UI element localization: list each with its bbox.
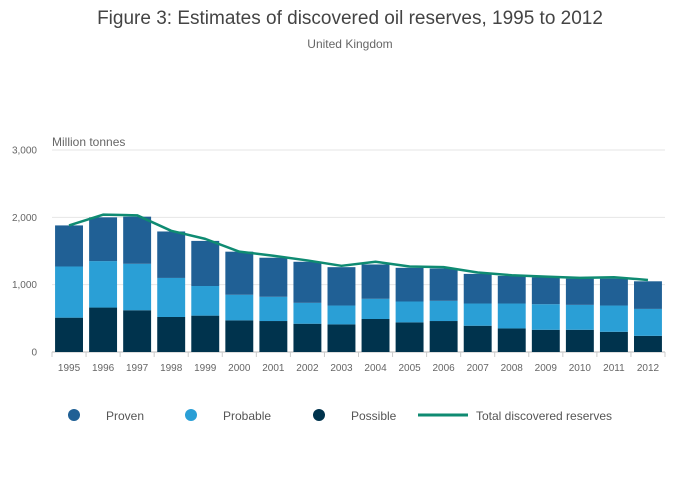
bar-proven-1998 [157, 231, 186, 278]
legend-label: Total discovered reserves [476, 409, 612, 423]
bar-probable-1996 [89, 261, 118, 308]
bar-possible-2012 [634, 335, 662, 352]
bar-probable-2009 [531, 304, 560, 330]
bar-probable-2010 [565, 304, 594, 330]
bar-proven-2012 [634, 281, 662, 309]
x-tick-label: 2002 [296, 363, 319, 374]
bars-group [55, 216, 662, 352]
x-tick-label: 1995 [58, 363, 81, 374]
x-tick-label: 2009 [535, 363, 558, 374]
x-tick-label: 2000 [228, 363, 251, 374]
x-tick-label: 2012 [637, 363, 660, 374]
bar-possible-2009 [531, 329, 560, 352]
bar-probable-2012 [634, 308, 662, 336]
x-tick-label: 2003 [330, 363, 353, 374]
bar-proven-1999 [191, 240, 220, 287]
bar-probable-2011 [599, 305, 628, 332]
bar-possible-2008 [497, 328, 526, 352]
bar-probable-2007 [463, 303, 492, 326]
legend: Proven Probable Possible Total discovered r… [68, 409, 612, 423]
x-tick-label: 2007 [467, 363, 490, 374]
bar-proven-2004 [361, 264, 390, 299]
bar-proven-1995 [55, 225, 83, 267]
bar-proven-2001 [259, 257, 288, 297]
x-tick-label: 1997 [126, 363, 149, 374]
bar-possible-2003 [327, 324, 356, 352]
legend-label: Possible [351, 409, 397, 423]
bar-possible-2011 [599, 331, 628, 352]
x-tick-label: 1996 [92, 363, 115, 374]
bar-proven-2009 [531, 277, 560, 305]
total-line-group [68, 213, 649, 282]
bar-proven-2000 [225, 251, 254, 295]
bar-probable-2003 [327, 305, 356, 325]
total-reserves-line [68, 213, 649, 282]
bar-possible-1997 [123, 310, 152, 352]
bar-possible-2000 [225, 320, 254, 352]
bar-proven-2003 [327, 267, 356, 306]
y-tick-label: 1,000 [12, 280, 37, 291]
bar-proven-2011 [599, 278, 628, 306]
chart-subtitle: United Kingdom [307, 37, 393, 51]
x-tick-label: 2005 [398, 363, 421, 374]
bar-probable-2002 [293, 302, 322, 324]
bar-possible-1999 [191, 315, 220, 352]
y-axis-label: Million tonnes [52, 135, 125, 149]
bar-probable-2004 [361, 298, 390, 320]
bar-possible-2010 [565, 329, 594, 352]
bar-probable-1997 [123, 263, 152, 311]
legend-swatch-proven [68, 409, 80, 421]
bar-possible-2004 [361, 319, 390, 352]
bar-proven-2007 [463, 273, 492, 304]
bar-probable-2001 [259, 296, 288, 322]
bar-possible-1998 [157, 316, 186, 352]
bar-possible-2005 [395, 322, 424, 352]
legend-label: Proven [106, 409, 144, 423]
x-tick-label: 1999 [194, 363, 217, 374]
legend-label: Probable [223, 409, 271, 423]
bar-possible-2007 [463, 325, 492, 352]
bar-possible-1995 [55, 317, 83, 352]
bar-proven-2005 [395, 267, 424, 302]
chart-title: Figure 3: Estimates of discovered oil re… [97, 8, 603, 29]
x-tick-label: 2008 [501, 363, 524, 374]
x-tick-label: 2004 [364, 363, 387, 374]
bar-possible-2001 [259, 321, 288, 352]
legend-swatch-probable [185, 409, 197, 421]
x-tick-label: 2006 [433, 363, 456, 374]
bar-possible-1996 [89, 307, 118, 352]
bar-proven-2008 [497, 275, 526, 304]
bar-proven-2006 [429, 268, 458, 301]
bar-probable-2006 [429, 300, 458, 322]
bar-probable-2000 [225, 294, 254, 321]
x-tick-label: 2010 [569, 363, 592, 374]
bar-proven-1997 [123, 216, 152, 264]
bar-possible-2002 [293, 323, 322, 352]
bar-probable-1998 [157, 277, 186, 317]
axes-group: 0 1,000 2,000 3,000 1995 1996 1997 1998 1999 2000… [12, 146, 666, 374]
bar-proven-1996 [89, 217, 118, 262]
bar-proven-2010 [565, 278, 594, 305]
bar-probable-1995 [55, 266, 83, 318]
y-tick-label: 2,000 [12, 213, 37, 224]
y-tick-label: 0 [31, 348, 37, 359]
bar-probable-1999 [191, 286, 220, 316]
bar-probable-2005 [395, 301, 424, 323]
bar-probable-2008 [497, 303, 526, 329]
x-tick-label: 1998 [160, 363, 183, 374]
x-tick-label: 2001 [262, 363, 285, 374]
bar-possible-2006 [429, 321, 458, 352]
y-tick-label: 3,000 [12, 146, 37, 157]
x-tick-label: 2011 [603, 363, 625, 374]
bar-proven-2002 [293, 261, 322, 303]
legend-swatch-possible [313, 409, 325, 421]
